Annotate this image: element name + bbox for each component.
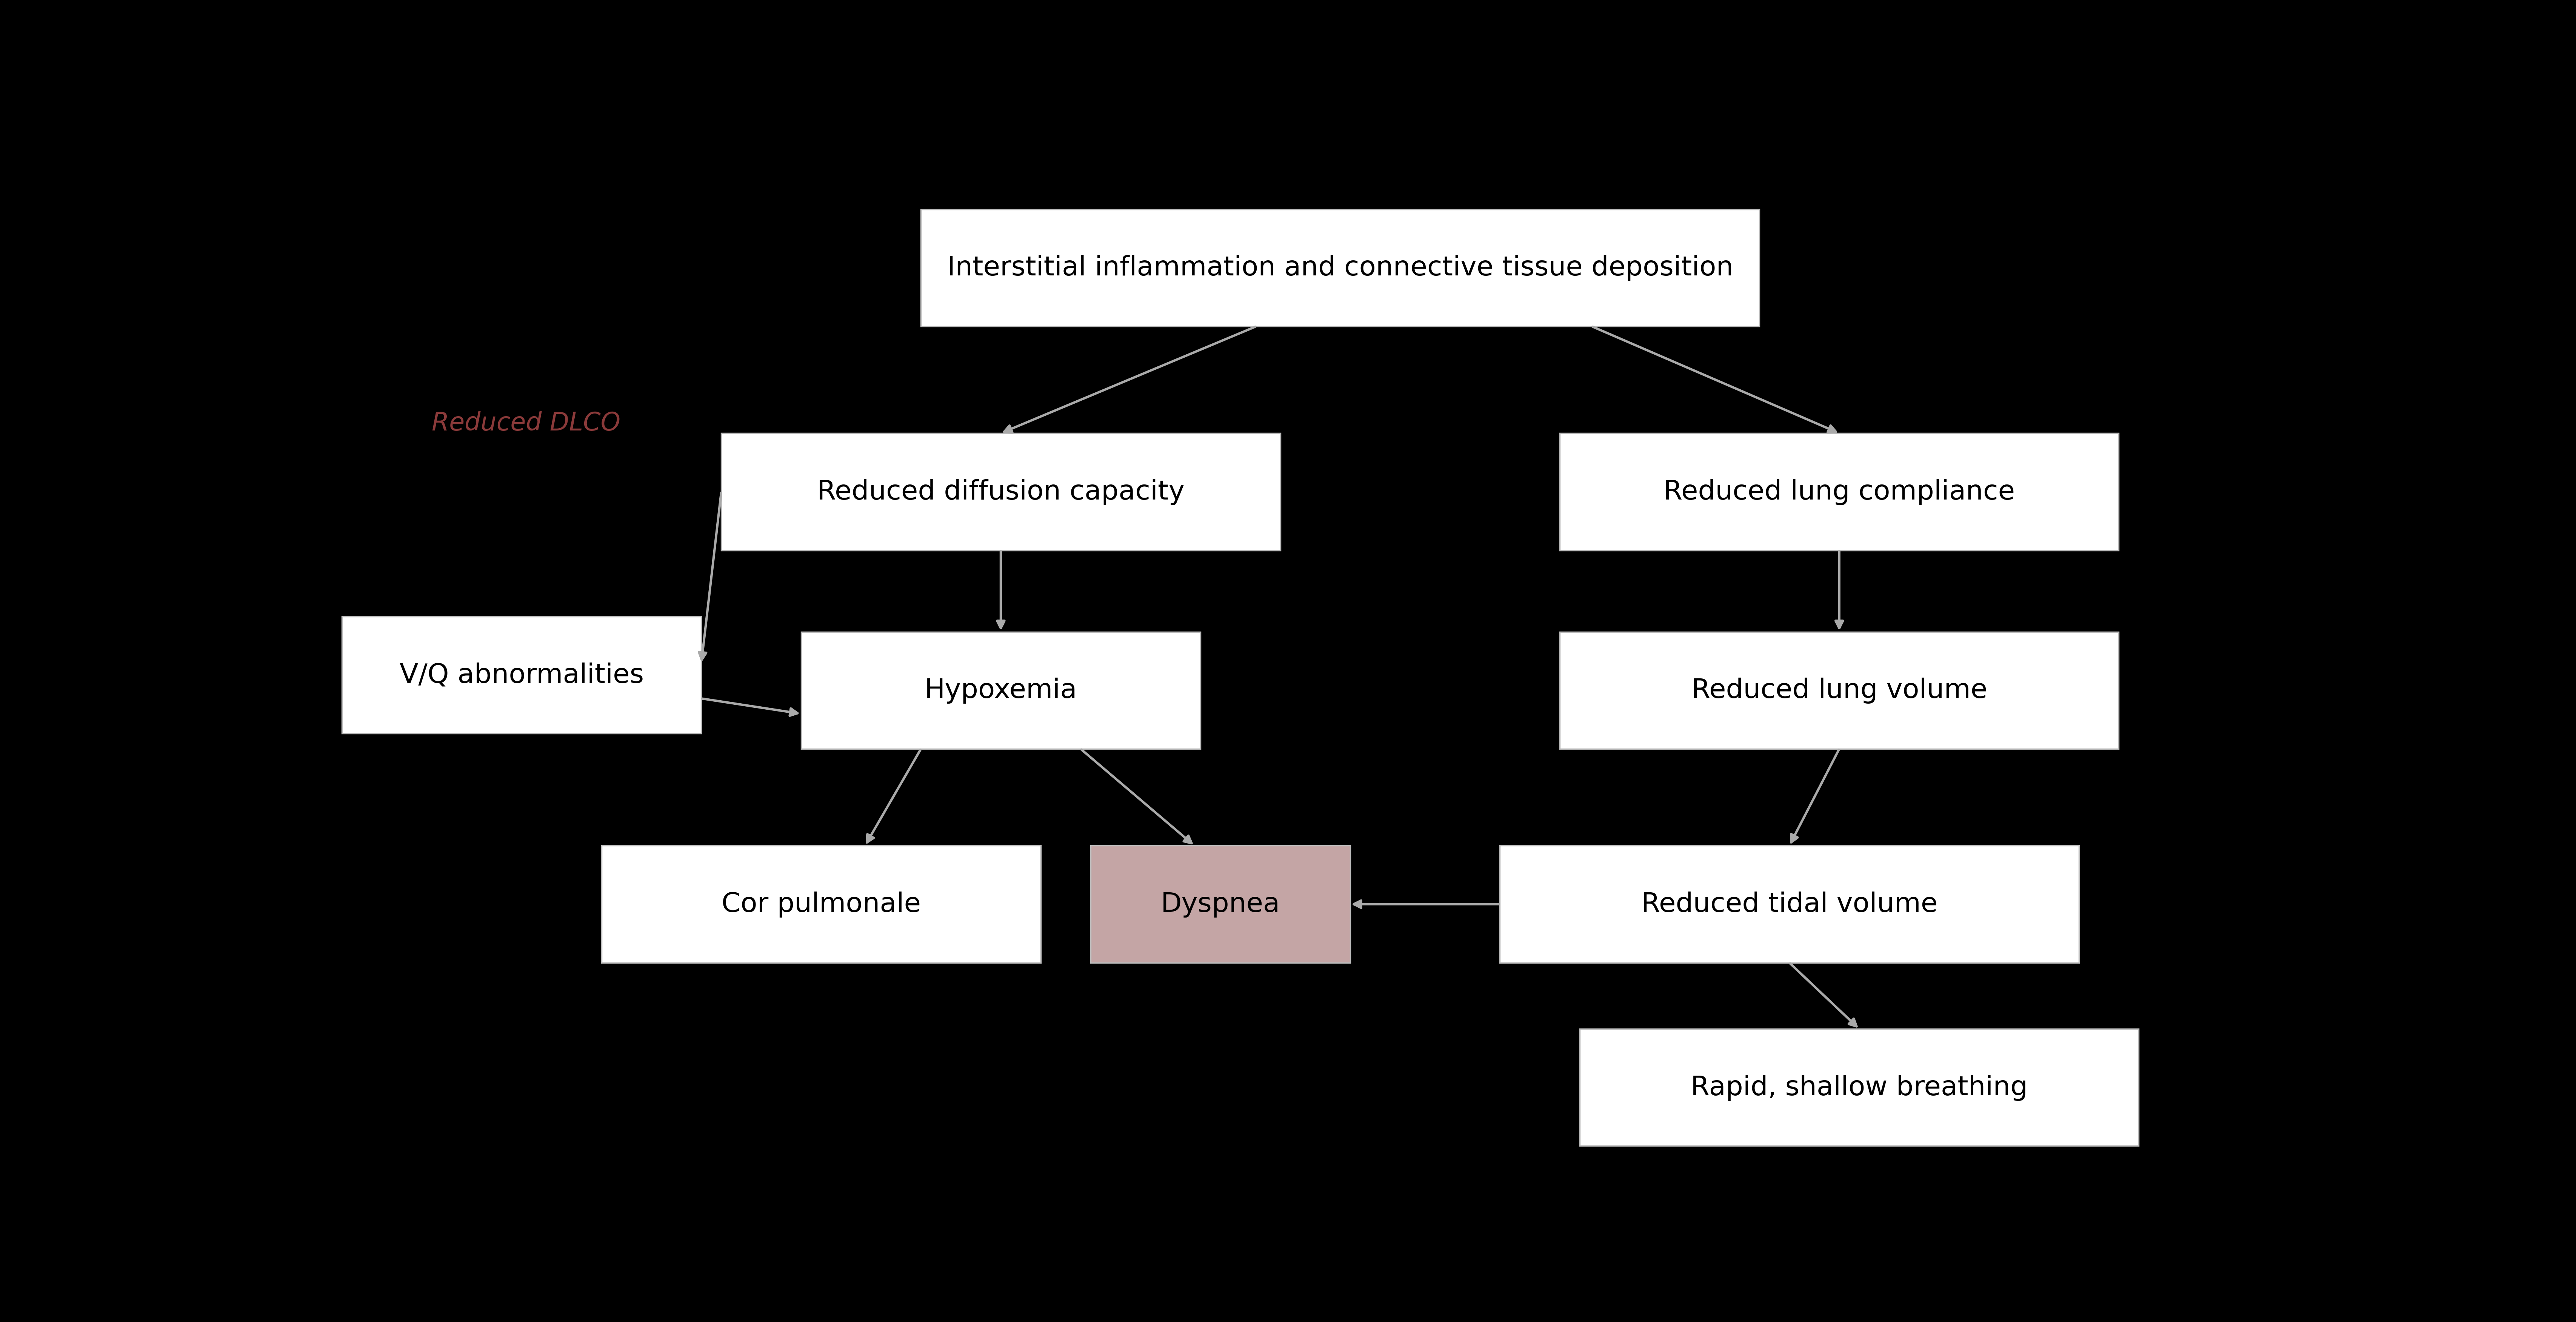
Text: Interstitial inflammation and connective tissue deposition: Interstitial inflammation and connective… — [948, 255, 1734, 282]
Text: Rapid, shallow breathing: Rapid, shallow breathing — [1690, 1075, 2027, 1100]
FancyBboxPatch shape — [1561, 434, 2117, 550]
Text: Dyspnea: Dyspnea — [1162, 891, 1280, 917]
Text: Reduced tidal volume: Reduced tidal volume — [1641, 891, 1937, 917]
FancyBboxPatch shape — [801, 632, 1200, 750]
FancyBboxPatch shape — [721, 434, 1280, 550]
FancyBboxPatch shape — [600, 846, 1041, 962]
FancyBboxPatch shape — [1561, 632, 2117, 750]
Text: Reduced lung volume: Reduced lung volume — [1692, 677, 1986, 703]
FancyBboxPatch shape — [1499, 846, 2079, 962]
FancyBboxPatch shape — [1579, 1029, 2138, 1146]
FancyBboxPatch shape — [1090, 846, 1350, 962]
Text: Reduced DLCO: Reduced DLCO — [433, 411, 621, 436]
Text: Reduced lung compliance: Reduced lung compliance — [1664, 479, 2014, 505]
Text: Reduced diffusion capacity: Reduced diffusion capacity — [817, 479, 1185, 505]
FancyBboxPatch shape — [343, 616, 701, 734]
Text: V/Q abnormalities: V/Q abnormalities — [399, 662, 644, 689]
Text: Hypoxemia: Hypoxemia — [925, 677, 1077, 703]
Text: Cor pulmonale: Cor pulmonale — [721, 891, 920, 917]
FancyBboxPatch shape — [920, 209, 1759, 327]
